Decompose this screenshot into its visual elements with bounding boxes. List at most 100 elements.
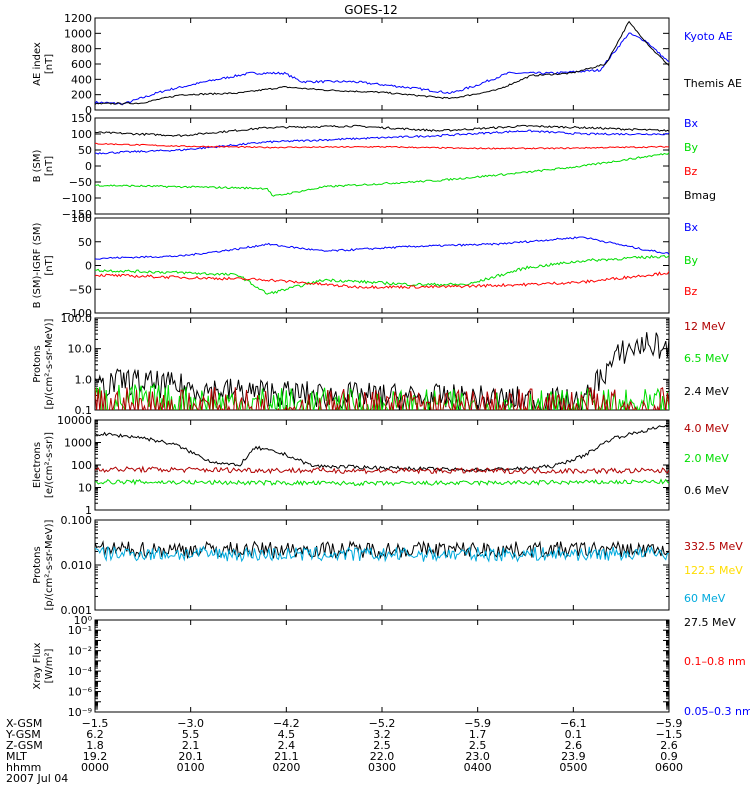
y-axis-title: AE index bbox=[32, 42, 43, 86]
table-value: −5.9 bbox=[656, 717, 683, 730]
y-tick-label: 1000 bbox=[64, 27, 92, 40]
panel-frame bbox=[94, 419, 670, 511]
table-value: 0200 bbox=[272, 761, 300, 774]
row-label: MLT bbox=[6, 750, 27, 763]
y-axis-title: Electrons bbox=[32, 442, 43, 488]
series-b_sm-bmag bbox=[95, 124, 669, 138]
panel-b_sm: −150 −100 −50 0 50 100 150 B (SM) [nT] Bx By Bz Bmag bbox=[32, 112, 716, 221]
y-tick-label: 0 bbox=[85, 160, 92, 173]
series-protons_high-60-mev bbox=[95, 545, 669, 563]
table-value: −5.2 bbox=[369, 717, 396, 730]
table-value: 2.5 bbox=[469, 739, 487, 752]
row-label: Y-GSM bbox=[5, 728, 41, 741]
table-value: 21.1 bbox=[274, 750, 299, 763]
row-label: X-GSM bbox=[6, 717, 42, 730]
table-value: 3.2 bbox=[373, 728, 391, 741]
table-value: 2.6 bbox=[565, 739, 583, 752]
y-tick-label: 100 bbox=[71, 459, 92, 472]
y-axis-title: B (SM)-IGRF (SM) bbox=[32, 223, 43, 309]
y-tick-label: 10⁻² bbox=[68, 645, 92, 658]
y-tick-label: 10⁻⁴ bbox=[68, 665, 93, 678]
legend-bx: Bx bbox=[684, 117, 699, 130]
y-tick-label: 100.0 bbox=[61, 312, 93, 325]
series-electrons-0-6-mev bbox=[95, 424, 669, 473]
y-tick-label: 200 bbox=[71, 89, 92, 102]
series-protons_high-27-5-mev bbox=[95, 540, 669, 560]
y-axis-title: [e/(cm²-s-sr)] bbox=[44, 432, 55, 498]
legend-bx: Bx bbox=[684, 221, 699, 234]
legend-by: By bbox=[684, 141, 699, 154]
y-tick-label: 10⁻⁶ bbox=[68, 686, 93, 699]
y-tick-label: 10⁰ bbox=[74, 614, 93, 627]
y-tick-label: 1200 bbox=[64, 12, 92, 25]
plot-title: GOES-12 bbox=[344, 3, 398, 17]
panel-protons_low: 0.1 1.0 10.0 100.0 Protons [p/(cm²-s-sr-MeV)]… bbox=[32, 312, 729, 417]
y-axis-title: Protons bbox=[32, 345, 43, 382]
panel-protons_high: 0.001 0.010 0.100 Protons [p/(cm²-s-sr-MeV)]… bbox=[32, 514, 743, 629]
date-label: 2007 Jul 04 bbox=[6, 772, 68, 785]
table-value: 1.8 bbox=[86, 739, 104, 752]
y-axis-title: B (SM) bbox=[32, 149, 43, 182]
y-tick-label: 0.001 bbox=[61, 604, 93, 617]
legend-6-5-mev: 6.5 MeV bbox=[684, 352, 729, 365]
y-tick-label: 1.0 bbox=[75, 373, 93, 386]
series-ae-kyoto-ae bbox=[95, 32, 669, 106]
table-value: 22.0 bbox=[370, 750, 395, 763]
y-axis-title: [W/m²] bbox=[44, 648, 55, 683]
y-tick-label: −50 bbox=[69, 283, 92, 296]
y-axis-title: [nT] bbox=[44, 54, 55, 74]
table-value: 0.1 bbox=[565, 728, 583, 741]
panel-frame bbox=[94, 619, 670, 713]
table-value: 0500 bbox=[559, 761, 587, 774]
y-axis-title: [nT] bbox=[44, 156, 55, 176]
y-tick-label: 0.1 bbox=[75, 404, 93, 417]
series-b_sm-bz bbox=[95, 142, 669, 150]
y-axis-title: [p/(cm²-s-sr-MeV)] bbox=[44, 519, 55, 610]
y-tick-label: 400 bbox=[71, 73, 92, 86]
table-value: 0.9 bbox=[660, 750, 678, 763]
legend-12-mev: 12 MeV bbox=[684, 320, 726, 333]
legend-2-4-mev: 2.4 MeV bbox=[684, 385, 729, 398]
legend-bmag: Bmag bbox=[684, 189, 716, 202]
table-value: 0600 bbox=[655, 761, 683, 774]
panel-frame bbox=[94, 17, 670, 111]
series-protons_low-2-4-mev bbox=[95, 332, 669, 410]
y-axis-title: [p/(cm²-s-sr-MeV)] bbox=[44, 318, 55, 409]
legend-themis-ae: Themis AE bbox=[683, 77, 742, 90]
legend-4-0-mev: 4.0 MeV bbox=[684, 422, 729, 435]
y-tick-label: 10⁻¹ bbox=[68, 624, 92, 637]
series-b_sm-bx bbox=[95, 129, 669, 155]
y-tick-label: 600 bbox=[71, 58, 92, 71]
y-axis-title: Protons bbox=[32, 546, 43, 583]
table-value: 19.2 bbox=[83, 750, 108, 763]
legend-0-05-0-3-nm: 0.05–0.3 nm bbox=[684, 705, 750, 718]
table-value: −4.2 bbox=[273, 717, 300, 730]
legend-0-1-0-8-nm: 0.1–0.8 nm bbox=[684, 655, 746, 668]
row-label: hhmm bbox=[6, 761, 41, 774]
table-value: 6.2 bbox=[86, 728, 104, 741]
legend-kyoto-ae: Kyoto AE bbox=[684, 30, 733, 43]
y-tick-label: 50 bbox=[78, 236, 92, 249]
legend-27-5-mev: 27.5 MeV bbox=[684, 616, 736, 629]
series-b_igrf-bx bbox=[95, 236, 669, 260]
y-tick-label: 0 bbox=[85, 260, 92, 273]
series-b_sm-by bbox=[95, 152, 669, 197]
y-tick-label: 1000 bbox=[64, 437, 92, 450]
series-protons_low-6-5-mev bbox=[95, 382, 669, 410]
y-tick-label: 10.0 bbox=[68, 343, 93, 356]
table-value: 2.4 bbox=[278, 739, 296, 752]
y-tick-label: 10000 bbox=[57, 414, 92, 427]
row-label: Z-GSM bbox=[6, 739, 43, 752]
table-value: 0000 bbox=[81, 761, 109, 774]
series-ae-themis-ae bbox=[95, 20, 669, 105]
table-value: 2.6 bbox=[660, 739, 678, 752]
y-tick-label: 0.010 bbox=[61, 559, 93, 572]
table-value: 5.5 bbox=[182, 728, 200, 741]
table-value: 0100 bbox=[177, 761, 205, 774]
panel-ae: 0 200 400 600 800 1000 1200 AE index [nT] Kyoto A… bbox=[32, 12, 742, 117]
y-tick-label: 50 bbox=[78, 144, 92, 157]
series-electrons-2-0-mev bbox=[95, 478, 669, 487]
